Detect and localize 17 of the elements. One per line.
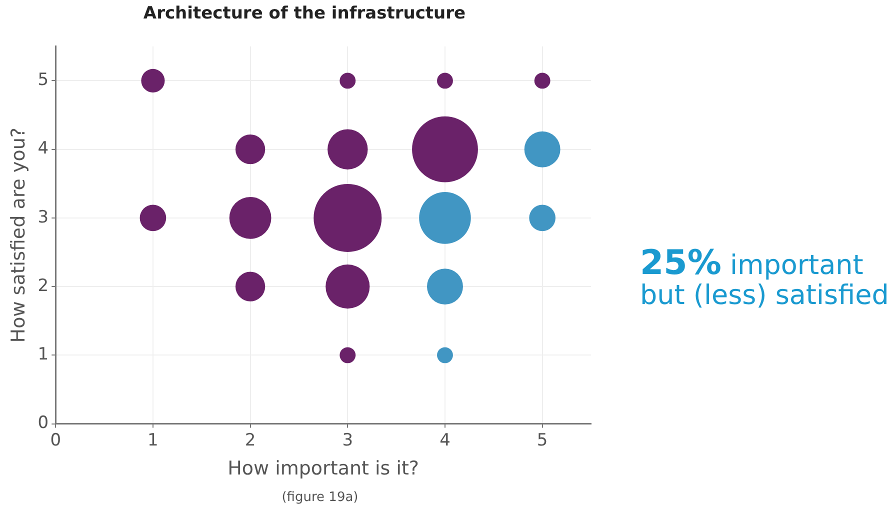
y-tick-label: 0: [38, 413, 49, 434]
y-tick-label: 2: [38, 276, 49, 296]
text: (figure 19a): [280, 490, 360, 505]
x-axis-title: How important is it?: [228, 458, 420, 480]
y-tick-label: 4: [38, 138, 49, 159]
x-tick-label: 2: [244, 430, 256, 450]
y-axis-title: How satisfied are you?: [7, 128, 30, 343]
y-tick-label: 1: [38, 344, 49, 365]
x-tick-label: 0: [50, 430, 62, 450]
chart-title: Architecture of the infrastructure: [143, 4, 466, 24]
x-tick-label: 1: [148, 430, 158, 450]
y-tick-label: 3: [38, 207, 49, 228]
x-tick-label: 5: [536, 430, 548, 450]
text: 25% important but (less) satisfied: [640, 243, 890, 311]
y-tick-label: 5: [38, 70, 49, 90]
x-tick-label: 4: [440, 430, 450, 450]
x-tick-label: 3: [342, 430, 354, 450]
